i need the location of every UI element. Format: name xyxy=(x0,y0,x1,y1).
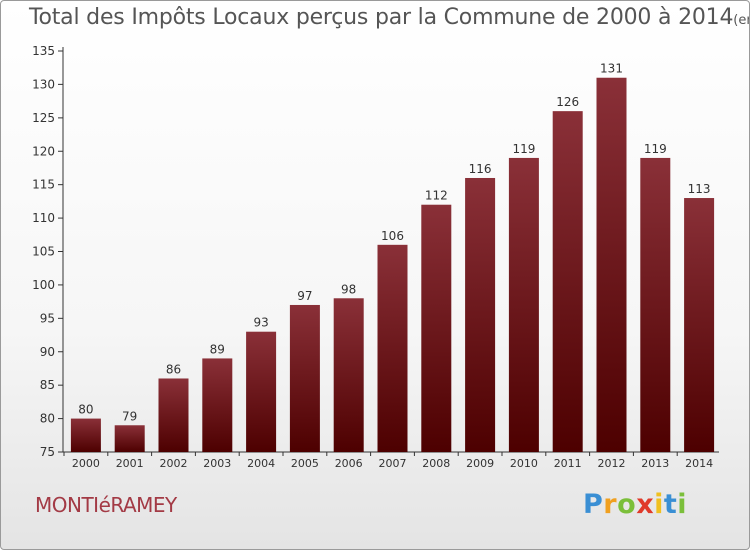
bar xyxy=(333,298,364,452)
bar xyxy=(114,425,145,452)
bar xyxy=(202,358,233,452)
y-tick-label: 120 xyxy=(32,144,55,158)
logo-letter: r xyxy=(603,489,618,520)
chart-title-text: Total des Impôts Locaux perçus par la Co… xyxy=(29,5,734,30)
x-tick-label: 2003 xyxy=(203,457,231,470)
bar-value-label: 93 xyxy=(253,316,268,330)
y-tick-label: 115 xyxy=(32,178,55,192)
bar xyxy=(70,418,101,452)
bar-value-label: 86 xyxy=(166,362,181,376)
y-tick-label: 95 xyxy=(40,311,55,325)
x-tick-label: 2014 xyxy=(685,457,713,470)
bar xyxy=(684,198,715,452)
x-tick-label: 2000 xyxy=(72,457,100,470)
x-tick-label: 2013 xyxy=(641,457,669,470)
bar xyxy=(552,111,583,453)
bar-value-label: 106 xyxy=(381,229,404,243)
logo-letter: x xyxy=(636,489,655,520)
logo-letter: i xyxy=(654,489,664,520)
y-tick-label: 85 xyxy=(40,378,55,392)
y-tick-label: 80 xyxy=(40,412,55,426)
bar-value-label: 80 xyxy=(78,403,93,417)
x-tick-label: 2005 xyxy=(291,457,319,470)
x-tick-label: 2001 xyxy=(116,457,144,470)
bar-value-label: 98 xyxy=(341,282,356,296)
bar xyxy=(508,157,539,452)
bar xyxy=(158,378,189,452)
bar xyxy=(596,77,627,452)
bar-value-label: 112 xyxy=(425,189,448,203)
logo-letter: t xyxy=(663,489,678,520)
y-tick-label: 90 xyxy=(40,345,55,359)
bar-value-label: 131 xyxy=(600,62,623,76)
logo-letter: P xyxy=(583,489,604,520)
x-tick-label: 2010 xyxy=(510,457,538,470)
logo-letter: o xyxy=(617,489,637,520)
y-tick-label: 125 xyxy=(32,111,55,125)
x-tick-label: 2006 xyxy=(335,457,363,470)
x-tick-label: 2004 xyxy=(247,457,275,470)
y-tick-label: 110 xyxy=(32,211,55,225)
bar-value-label: 89 xyxy=(210,342,225,356)
bar-value-label: 126 xyxy=(556,95,579,109)
bar xyxy=(246,331,277,452)
bar xyxy=(640,157,671,452)
x-tick-label: 2009 xyxy=(466,457,494,470)
x-tick-label: 2012 xyxy=(598,457,626,470)
y-tick-label: 75 xyxy=(40,445,55,459)
bar-value-label: 116 xyxy=(469,162,492,176)
bar-value-label: 119 xyxy=(644,142,667,156)
logo-letter: i xyxy=(677,489,688,520)
commune-name: MONTIéRAMEY xyxy=(35,493,177,517)
y-tick-label: 105 xyxy=(32,245,55,259)
x-tick-label: 2002 xyxy=(160,457,188,470)
y-tick-label: 135 xyxy=(32,44,55,58)
bar xyxy=(421,204,452,452)
chart-unit: (en milliers d'€) xyxy=(733,13,749,28)
x-tick-label: 2011 xyxy=(554,457,582,470)
bar-value-label: 119 xyxy=(512,142,535,156)
chart-title: Total des Impôts Locaux perçus par la Co… xyxy=(29,5,749,30)
y-tick-label: 100 xyxy=(32,278,55,292)
x-tick-label: 2008 xyxy=(422,457,450,470)
bar-value-label: 97 xyxy=(297,289,312,303)
bar xyxy=(289,304,320,452)
bar-value-label: 79 xyxy=(122,409,137,423)
proxiti-logo: Proxiti xyxy=(583,489,687,520)
bar xyxy=(377,244,408,452)
bar xyxy=(465,177,496,452)
y-tick-label: 130 xyxy=(32,77,55,91)
x-tick-label: 2007 xyxy=(379,457,407,470)
bar-value-label: 113 xyxy=(688,182,711,196)
